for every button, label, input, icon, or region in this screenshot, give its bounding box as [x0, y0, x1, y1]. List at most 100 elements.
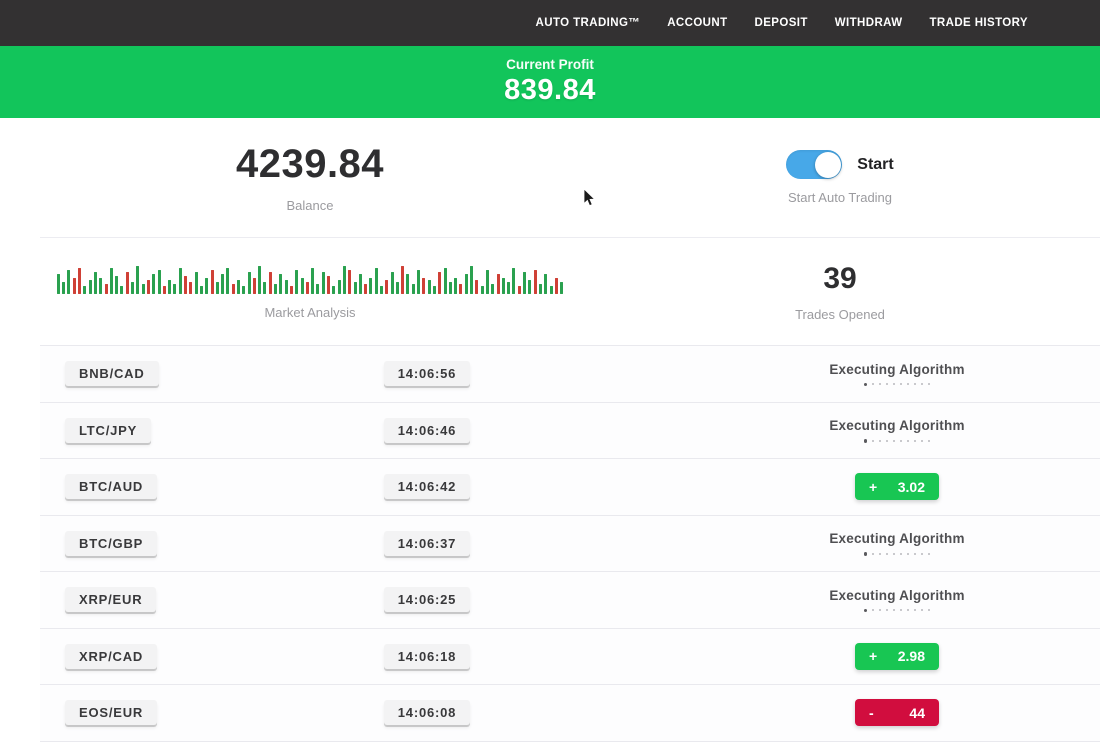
- progress-dot: [886, 552, 889, 555]
- progress-dot: [879, 383, 882, 386]
- candle-bar: [311, 267, 315, 294]
- result-sign: +: [869, 648, 878, 665]
- time-badge: 14:06:08: [383, 700, 471, 726]
- nav-item-withdraw[interactable]: WITHDRAW: [834, 17, 903, 29]
- result-badge-profit: +3.02: [855, 473, 939, 501]
- candle-bar: [131, 281, 135, 294]
- candle-bar: [72, 277, 76, 294]
- executing-status: Executing Algorithm: [829, 362, 964, 386]
- nav-item-trade-history[interactable]: TRADE HISTORY: [929, 17, 1028, 29]
- candle-bar: [501, 277, 505, 294]
- progress-dot: [921, 383, 924, 386]
- candle-bar: [252, 277, 256, 294]
- candle-bar: [422, 277, 426, 294]
- progress-dot: [879, 552, 882, 555]
- candle-bar: [274, 283, 278, 294]
- progress-dot: [914, 439, 917, 442]
- result-badge-profit: +2.98: [855, 642, 939, 670]
- result-sign: -: [869, 704, 874, 721]
- candle-bar: [109, 267, 113, 294]
- trade-row: XRP/EUR 14:06:25 Executing Algorithm: [40, 571, 1100, 628]
- executing-label: Executing Algorithm: [829, 418, 965, 433]
- progress-dot: [879, 609, 882, 612]
- candle-bar: [194, 271, 198, 294]
- progress-dot: [893, 383, 896, 386]
- candle-bar: [560, 281, 564, 294]
- progress-dots: [863, 552, 931, 556]
- candle-bar: [342, 265, 346, 294]
- progress-dot: [893, 609, 896, 612]
- pair-badge: XRP/EUR: [65, 587, 157, 613]
- progress-dot: [928, 439, 931, 442]
- candle-bar: [427, 279, 431, 294]
- candle-bar: [173, 283, 177, 294]
- market-analysis-block: Market Analysis: [40, 238, 580, 345]
- pair-badge: BNB/CAD: [65, 361, 159, 387]
- candle-bar: [210, 269, 214, 294]
- progress-dot: [907, 609, 910, 612]
- candle-bar: [189, 281, 193, 294]
- candle-bar: [184, 275, 188, 294]
- candle-bar: [475, 279, 479, 294]
- candle-bar: [533, 269, 537, 294]
- executing-status: Executing Algorithm: [829, 418, 964, 443]
- candle-bar: [258, 265, 262, 294]
- candle-bar: [199, 285, 203, 294]
- market-analysis-label: Market Analysis: [264, 304, 356, 320]
- pair-badge: XRP/CAD: [65, 643, 158, 669]
- candle-bar: [120, 285, 124, 294]
- candle-bar: [464, 273, 468, 294]
- progress-dot: [921, 552, 924, 555]
- candle-bar: [438, 271, 442, 294]
- nav-item-auto-trading[interactable]: AUTO TRADING™: [535, 17, 641, 29]
- candle-bar: [284, 279, 288, 294]
- candle-bar: [146, 279, 150, 294]
- candle-bar: [417, 269, 421, 294]
- balance-block: 4239.84 Balance: [40, 118, 580, 237]
- candle-bar: [385, 279, 389, 294]
- candle-bar: [157, 269, 161, 294]
- candle-bar: [136, 265, 140, 294]
- candle-bar: [332, 285, 336, 294]
- nav-item-deposit[interactable]: DEPOSIT: [754, 17, 808, 29]
- auto-trading-toggle[interactable]: [786, 150, 843, 179]
- candle-bar: [263, 281, 267, 294]
- auto-trading-caption: Start Auto Trading: [787, 190, 893, 205]
- candle-bar: [406, 273, 410, 294]
- candle-bar: [305, 281, 309, 294]
- candle-bar: [268, 271, 272, 294]
- result-badge-loss: - 44: [855, 699, 939, 727]
- candle-bar: [485, 269, 489, 294]
- candle-bar: [432, 285, 436, 294]
- time-badge: 14:06:56: [383, 361, 471, 387]
- candle-bar: [459, 283, 463, 294]
- candle-bar: [517, 285, 521, 294]
- candle-bar: [247, 271, 251, 294]
- balance-value: 4239.84: [235, 142, 385, 186]
- candle-bar: [289, 285, 293, 294]
- progress-dots: [863, 382, 931, 386]
- candle-bar: [300, 277, 304, 294]
- progress-dot: [928, 383, 931, 386]
- pair-badge: EOS/EUR: [65, 700, 158, 726]
- candle-bar: [491, 283, 495, 294]
- candle-bar: [480, 285, 484, 294]
- candle-bar: [549, 285, 553, 294]
- candle-bar: [67, 269, 71, 294]
- progress-dot: [886, 383, 889, 386]
- progress-dot: [900, 439, 903, 442]
- candle-bar: [395, 281, 399, 294]
- candle-bar: [56, 273, 60, 294]
- stats-row-top: 4239.84 Balance Start Start Auto Trading: [40, 118, 1100, 237]
- pair-badge: LTC/JPY: [65, 417, 152, 443]
- progress-dot: [886, 609, 889, 612]
- executing-label: Executing Algorithm: [829, 531, 965, 546]
- trades-opened-label: Trades Opened: [795, 306, 885, 322]
- nav-item-account[interactable]: ACCOUNT: [667, 17, 728, 29]
- balance-label: Balance: [286, 198, 334, 213]
- profit-label: Current Profit: [506, 57, 594, 72]
- candle-bar: [221, 273, 225, 294]
- progress-dot: [879, 439, 882, 442]
- progress-dot: [893, 552, 896, 555]
- candle-bar: [369, 277, 373, 294]
